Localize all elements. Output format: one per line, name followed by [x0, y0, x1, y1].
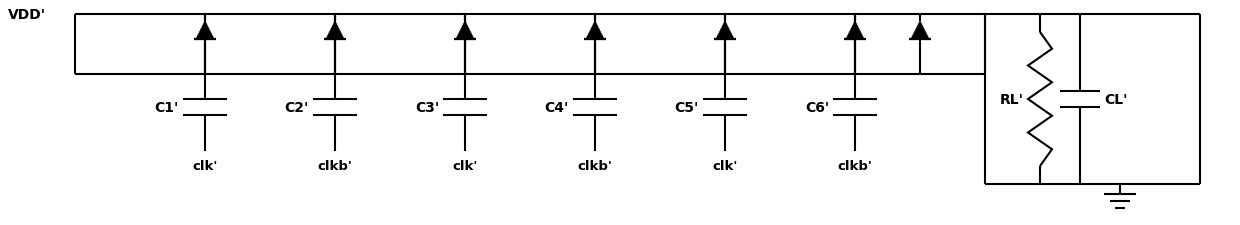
Polygon shape: [846, 22, 864, 40]
Text: C2': C2': [285, 101, 309, 115]
Text: clk': clk': [192, 159, 218, 172]
Text: clk': clk': [453, 159, 477, 172]
Text: C5': C5': [675, 101, 699, 115]
Polygon shape: [911, 22, 929, 40]
Text: clkb': clkb': [837, 159, 873, 172]
Text: clk': clk': [712, 159, 738, 172]
Text: VDD': VDD': [7, 8, 46, 22]
Text: C6': C6': [805, 101, 830, 115]
Text: clkb': clkb': [578, 159, 613, 172]
Text: CL': CL': [1104, 93, 1127, 106]
Text: C3': C3': [414, 101, 439, 115]
Text: clkb': clkb': [317, 159, 352, 172]
Text: C1': C1': [155, 101, 179, 115]
Polygon shape: [456, 22, 474, 40]
Polygon shape: [196, 22, 215, 40]
Polygon shape: [326, 22, 343, 40]
Text: RL': RL': [999, 93, 1024, 106]
Text: C4': C4': [544, 101, 569, 115]
Polygon shape: [587, 22, 604, 40]
Polygon shape: [715, 22, 734, 40]
